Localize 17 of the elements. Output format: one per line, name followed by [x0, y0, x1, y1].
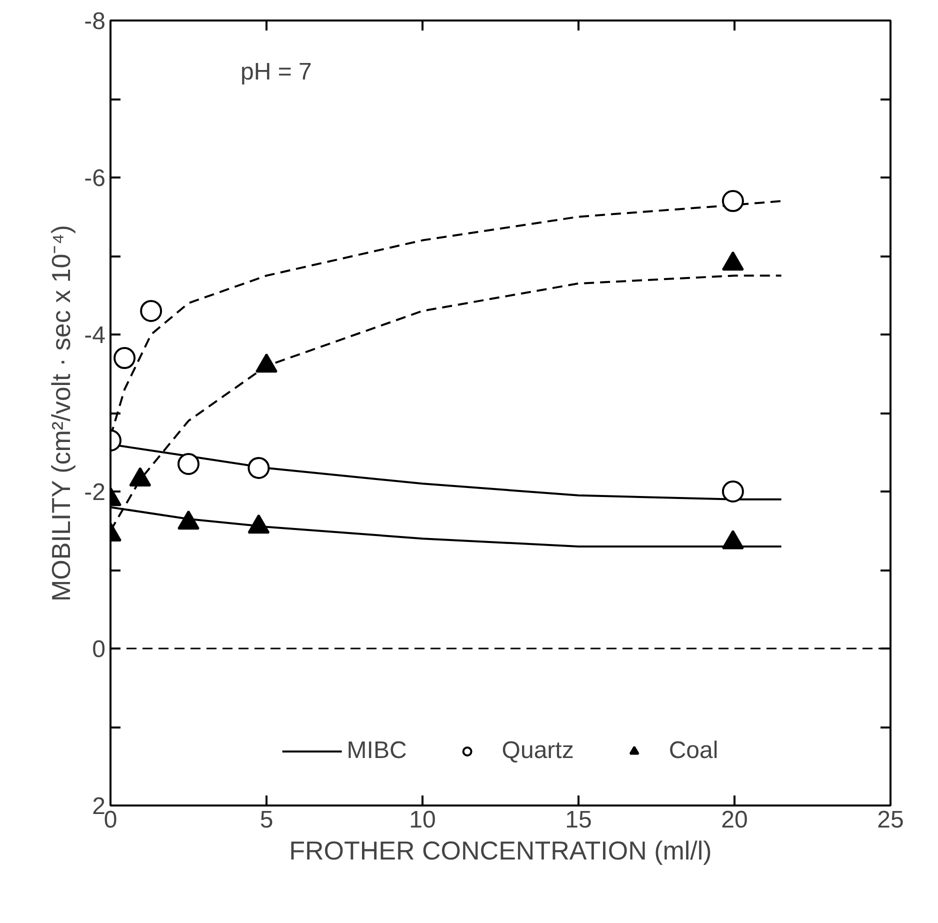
x-tick-label: 25 — [877, 806, 904, 834]
y-tick-label: 0 — [92, 636, 106, 663]
y-axis-title: MOBILITY (cm²/volt · sec x 10⁻⁴) — [46, 224, 76, 602]
legend-label: Coal — [668, 737, 718, 765]
y-tick-label: -6 — [84, 165, 106, 192]
y-tick-label: -2 — [84, 479, 106, 506]
y-tick-label: -8 — [84, 8, 106, 35]
x-tick-label: 5 — [260, 806, 274, 834]
legend-label: MIBC — [346, 737, 407, 765]
x-tick-label: 15 — [565, 806, 592, 834]
x-tick-label: 20 — [721, 806, 748, 834]
y-tick-label: 2 — [92, 793, 106, 820]
legend-label: Quartz — [502, 737, 574, 765]
y-tick-label: -4 — [84, 322, 106, 349]
x-tick-label: 10 — [409, 806, 436, 834]
annotation: pH = 7 — [240, 58, 312, 86]
x-axis-title: FROTHER CONCENTRATION (ml/l) — [289, 836, 712, 866]
